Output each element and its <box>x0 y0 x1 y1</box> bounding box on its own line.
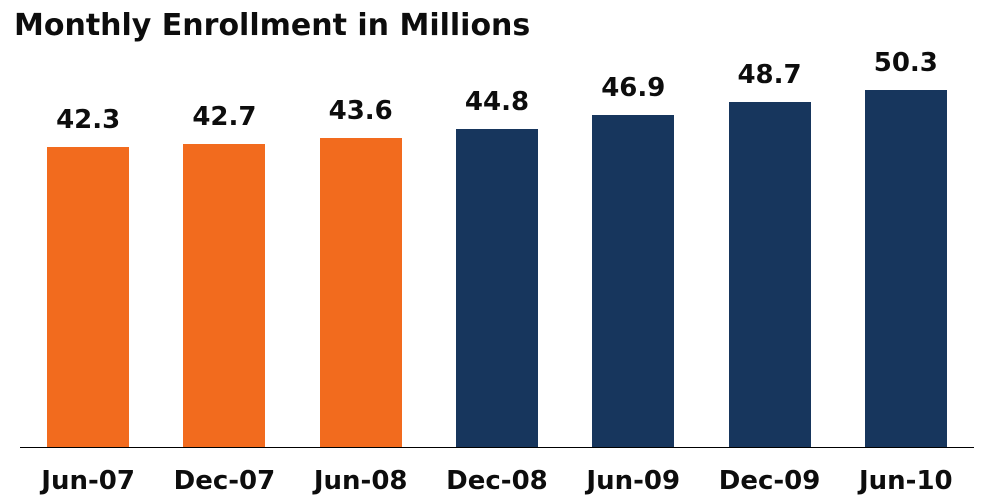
bar <box>864 90 947 447</box>
bar <box>728 102 811 447</box>
bar-value-label: 42.3 <box>56 105 121 135</box>
x-axis-label: Jun-10 <box>858 466 953 496</box>
bar-group: 42.3 <box>20 50 156 447</box>
x-axis-label: Dec-09 <box>718 466 821 496</box>
x-axis-line <box>20 447 974 448</box>
bars-row: 42.3 42.7 43.6 44.8 46.9 48.7 50.3 <box>20 48 974 447</box>
bar-group: 48.7 <box>701 50 837 447</box>
x-axis-label: Jun-07 <box>41 466 135 496</box>
bar-group: 43.6 <box>293 50 429 447</box>
x-axis-label: Dec-07 <box>173 466 276 496</box>
bar-value-label: 46.9 <box>601 73 666 103</box>
chart-title: Monthly Enrollment in Millions <box>14 8 531 43</box>
bar <box>592 115 675 447</box>
bar-value-label: 42.7 <box>192 102 257 132</box>
bar-group: 50.3 <box>838 48 974 447</box>
bar-value-label: 44.8 <box>464 87 530 117</box>
x-axis-label: Jun-09 <box>586 466 681 496</box>
bar-value-label: 50.3 <box>873 48 938 78</box>
bar-group: 46.9 <box>565 50 701 447</box>
bar <box>47 147 130 447</box>
bar-group: 42.7 <box>156 50 292 447</box>
bar-value-label: 43.6 <box>328 96 393 126</box>
bar-group: 44.8 <box>429 50 565 447</box>
bar-value-label: 48.7 <box>737 60 802 90</box>
x-axis-labels: Jun-07 Dec-07 Jun-08 Dec-08 Jun-09 Dec-09 Jun-… <box>20 466 974 496</box>
plot-area: 42.3 42.7 43.6 44.8 46.9 48.7 50.3 <box>20 48 974 447</box>
bar <box>455 129 538 447</box>
bar <box>319 138 402 447</box>
x-axis-label: Jun-08 <box>313 466 408 496</box>
x-axis-label: Dec-08 <box>446 466 548 496</box>
bar <box>183 144 266 447</box>
